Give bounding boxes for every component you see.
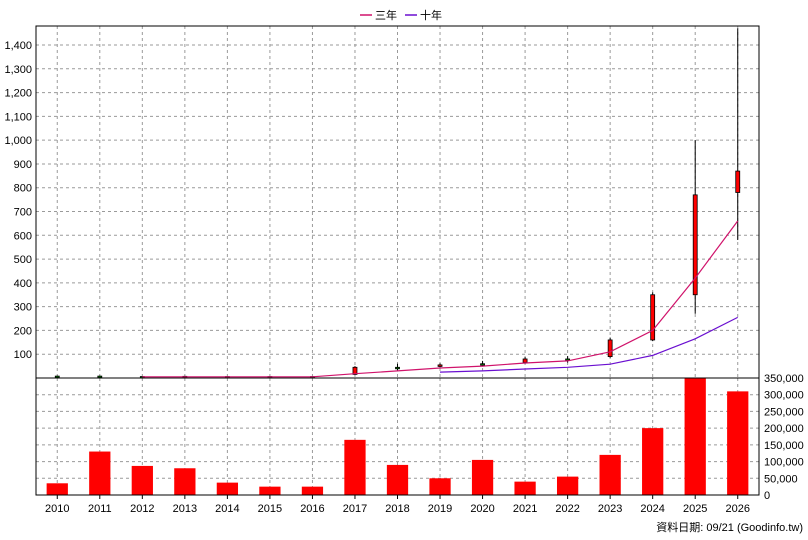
candle-body [437,364,443,367]
x-tick-label: 2026 [725,503,749,515]
upper-grid [36,26,759,378]
legend-label-3yr: 三年 [375,8,397,22]
x-tick-label: 2021 [513,503,537,515]
x-tick-label: 2025 [683,503,707,515]
upper-y-tick-label: 100 [14,349,32,361]
series-line [439,316,738,373]
x-tick-label: 2015 [258,503,282,515]
volume-bar [344,439,366,495]
x-tick-label: 2022 [555,503,579,515]
lower-y-tick-label: 200,000 [764,423,804,435]
volume-bar [131,465,153,495]
upper-y-tick-label: 900 [14,159,32,171]
upper-y-tick-label: 1,100 [4,111,32,123]
upper-y-tick-label: 1,200 [4,88,32,100]
candle-body [522,358,528,363]
upper-y-tick-label: 1,000 [4,135,32,147]
x-tick-label: 2023 [598,503,622,515]
legend: 三年 十年 [360,8,442,22]
candle-body [650,294,656,341]
volume-bar [216,482,239,495]
candle-body [395,366,400,370]
candle-body [607,339,613,357]
moving-lines [142,220,739,378]
x-tick-label: 2017 [343,503,367,515]
volume-bar [642,428,664,495]
volume-bar [727,391,749,495]
volume-bar [386,464,409,495]
x-tick-label: 2016 [300,503,324,515]
upper-y-tick-label: 500 [14,254,32,266]
series-line [142,220,739,378]
upper-y-tick-label: 600 [14,230,32,242]
legend-label-10yr: 十年 [420,8,442,22]
volume-bar [684,378,706,495]
candle-body [735,170,741,193]
volume-bar [514,481,536,495]
volume-bars [46,378,749,495]
upper-y-tick-label: 700 [14,207,32,219]
x-tick-label: 2013 [173,503,197,515]
lower-y-tick-label: 150,000 [764,440,804,452]
candle-body [692,194,698,296]
x-tick-label: 2024 [640,503,664,515]
candles [54,28,741,379]
upper-y-tick-label: 200 [14,325,32,337]
footer-note: 資料日期: 09/21 (Goodinfo.tw) [656,520,803,534]
volume-bar [599,454,621,495]
lower-y-tick-label: 300,000 [764,390,804,402]
x-ticks: 2010 2011 2012 2013 2014 2015 2016 2017 2018 2019… [45,495,750,515]
candle-body [480,363,485,366]
candle-body [352,366,358,375]
lower-y-tick-label: 350,000 [764,373,804,385]
x-tick-label: 2019 [428,503,452,515]
x-tick-label: 2020 [470,503,494,515]
lower-y-tick-label: 0 [764,490,770,502]
volume-bar [46,483,68,495]
upper-y-ticks: 100 200 300 400 500 600 700 800 900 1,000 1,100 1,2… [4,40,32,361]
x-tick-label: 2011 [88,503,112,515]
lower-y-ticks: 0 50,000 100,000 150,000 200,000 250,000 300,0… [764,373,804,502]
x-tick-label: 2012 [130,503,154,515]
x-tick-label: 2014 [215,503,239,515]
volume-bar [89,451,111,495]
volume-bar [471,459,494,495]
volume-bar [429,478,451,495]
upper-y-tick-label: 800 [14,183,32,195]
upper-y-tick-label: 400 [14,278,32,290]
x-tick-label: 2010 [45,503,69,515]
x-tick-label: 2018 [385,503,409,515]
candle-body [97,375,103,378]
volume-bar [174,468,196,495]
upper-y-tick-label: 1,300 [4,64,32,76]
upper-y-tick-label: 300 [14,302,32,314]
lower-y-tick-label: 250,000 [764,406,804,418]
volume-bar [301,486,324,495]
volume-bar [259,486,281,495]
volume-bar [556,476,579,495]
lower-y-tick-label: 100,000 [764,457,804,469]
candle-body [54,375,60,378]
upper-y-tick-label: 1,400 [4,40,32,52]
lower-y-tick-label: 50,000 [764,473,798,485]
